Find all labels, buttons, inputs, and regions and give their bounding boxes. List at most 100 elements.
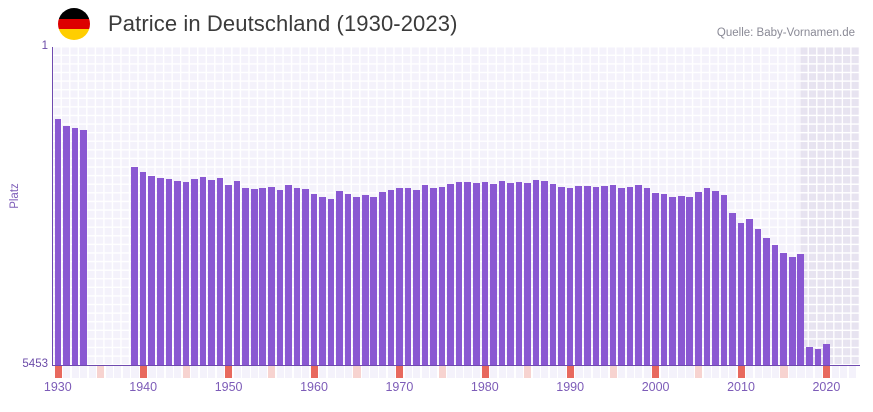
x-axis-tick bbox=[233, 366, 242, 378]
bar[interactable] bbox=[131, 167, 138, 365]
bar[interactable] bbox=[336, 191, 343, 365]
bar[interactable] bbox=[139, 172, 147, 365]
bar[interactable] bbox=[319, 197, 326, 365]
bar[interactable] bbox=[361, 195, 369, 365]
bar[interactable] bbox=[174, 181, 181, 365]
bar[interactable] bbox=[344, 194, 352, 365]
bar[interactable] bbox=[259, 188, 267, 365]
bar[interactable] bbox=[669, 197, 676, 365]
bar[interactable] bbox=[379, 192, 386, 365]
bar[interactable] bbox=[490, 184, 497, 365]
bar[interactable] bbox=[455, 182, 463, 365]
bar[interactable] bbox=[71, 128, 79, 365]
bar[interactable] bbox=[703, 188, 711, 365]
y-axis-tick-top: 1 bbox=[41, 40, 48, 52]
bar[interactable] bbox=[780, 253, 787, 365]
bar[interactable] bbox=[498, 181, 506, 365]
x-axis-tick bbox=[490, 366, 498, 378]
x-axis-tick bbox=[114, 366, 122, 378]
bar[interactable] bbox=[609, 185, 617, 365]
bar[interactable] bbox=[481, 182, 489, 365]
bar[interactable] bbox=[472, 183, 480, 365]
bar[interactable] bbox=[250, 189, 258, 365]
bar[interactable] bbox=[592, 187, 600, 365]
bar[interactable] bbox=[276, 190, 284, 365]
bar[interactable] bbox=[695, 192, 702, 365]
bar[interactable] bbox=[216, 178, 224, 365]
bar[interactable] bbox=[515, 182, 523, 365]
bar[interactable] bbox=[421, 185, 429, 365]
bar[interactable] bbox=[396, 188, 403, 365]
bar[interactable] bbox=[532, 180, 540, 365]
bar[interactable] bbox=[507, 183, 514, 365]
bar[interactable] bbox=[285, 185, 292, 365]
bar[interactable] bbox=[823, 344, 830, 365]
bar[interactable] bbox=[191, 179, 198, 365]
bar[interactable] bbox=[413, 190, 420, 365]
bar[interactable] bbox=[293, 188, 301, 365]
bar[interactable] bbox=[601, 186, 608, 365]
bar[interactable] bbox=[524, 183, 531, 365]
flag-band-red bbox=[58, 18, 90, 30]
bar[interactable] bbox=[541, 181, 548, 365]
x-axis-tick bbox=[54, 366, 62, 378]
bar[interactable] bbox=[370, 197, 378, 365]
bar[interactable] bbox=[806, 347, 813, 365]
bar[interactable] bbox=[464, 182, 471, 365]
bar-series bbox=[53, 47, 860, 365]
bar[interactable] bbox=[430, 188, 437, 365]
bar[interactable] bbox=[677, 196, 685, 365]
bar[interactable] bbox=[199, 177, 207, 365]
bar[interactable] bbox=[583, 186, 591, 365]
x-axis-tick bbox=[438, 366, 446, 378]
bar[interactable] bbox=[763, 238, 770, 365]
x-axis-tick bbox=[720, 366, 728, 378]
x-axis-tick bbox=[421, 366, 429, 378]
bar[interactable] bbox=[686, 197, 694, 365]
bar[interactable] bbox=[643, 188, 651, 365]
bar[interactable] bbox=[63, 126, 70, 365]
x-axis-tick bbox=[344, 366, 353, 378]
bar[interactable] bbox=[80, 130, 87, 365]
bar[interactable] bbox=[148, 176, 156, 365]
bar[interactable] bbox=[182, 182, 190, 365]
bar[interactable] bbox=[618, 188, 625, 365]
bar[interactable] bbox=[746, 219, 753, 365]
bar[interactable] bbox=[404, 188, 412, 365]
bar[interactable] bbox=[54, 119, 62, 365]
bar[interactable] bbox=[165, 179, 173, 365]
bar[interactable] bbox=[353, 197, 360, 365]
bar[interactable] bbox=[626, 187, 634, 365]
bar[interactable] bbox=[156, 178, 164, 365]
x-axis-tick bbox=[686, 366, 694, 378]
x-axis-tick bbox=[455, 366, 464, 378]
x-axis-tick bbox=[225, 366, 233, 378]
bar[interactable] bbox=[797, 254, 805, 365]
bar[interactable] bbox=[771, 245, 779, 365]
bar[interactable] bbox=[566, 188, 574, 365]
bar[interactable] bbox=[225, 185, 232, 365]
bar[interactable] bbox=[814, 349, 822, 365]
bar[interactable] bbox=[447, 184, 454, 365]
bar[interactable] bbox=[660, 194, 668, 365]
bar[interactable] bbox=[575, 186, 583, 365]
bar[interactable] bbox=[635, 185, 642, 365]
bar[interactable] bbox=[788, 257, 796, 365]
bar[interactable] bbox=[549, 184, 557, 365]
bar[interactable] bbox=[558, 187, 565, 365]
bar[interactable] bbox=[438, 187, 446, 365]
bar[interactable] bbox=[310, 194, 318, 365]
bar[interactable] bbox=[754, 229, 762, 365]
bar[interactable] bbox=[652, 193, 659, 365]
bar[interactable] bbox=[327, 199, 335, 365]
bar[interactable] bbox=[302, 189, 309, 365]
bar[interactable] bbox=[233, 181, 241, 365]
bar[interactable] bbox=[268, 187, 275, 365]
bar[interactable] bbox=[712, 191, 719, 365]
bar[interactable] bbox=[208, 180, 215, 365]
bar[interactable] bbox=[242, 188, 249, 365]
bar[interactable] bbox=[729, 213, 736, 365]
bar[interactable] bbox=[720, 195, 728, 365]
bar[interactable] bbox=[387, 190, 395, 365]
bar[interactable] bbox=[737, 223, 745, 365]
